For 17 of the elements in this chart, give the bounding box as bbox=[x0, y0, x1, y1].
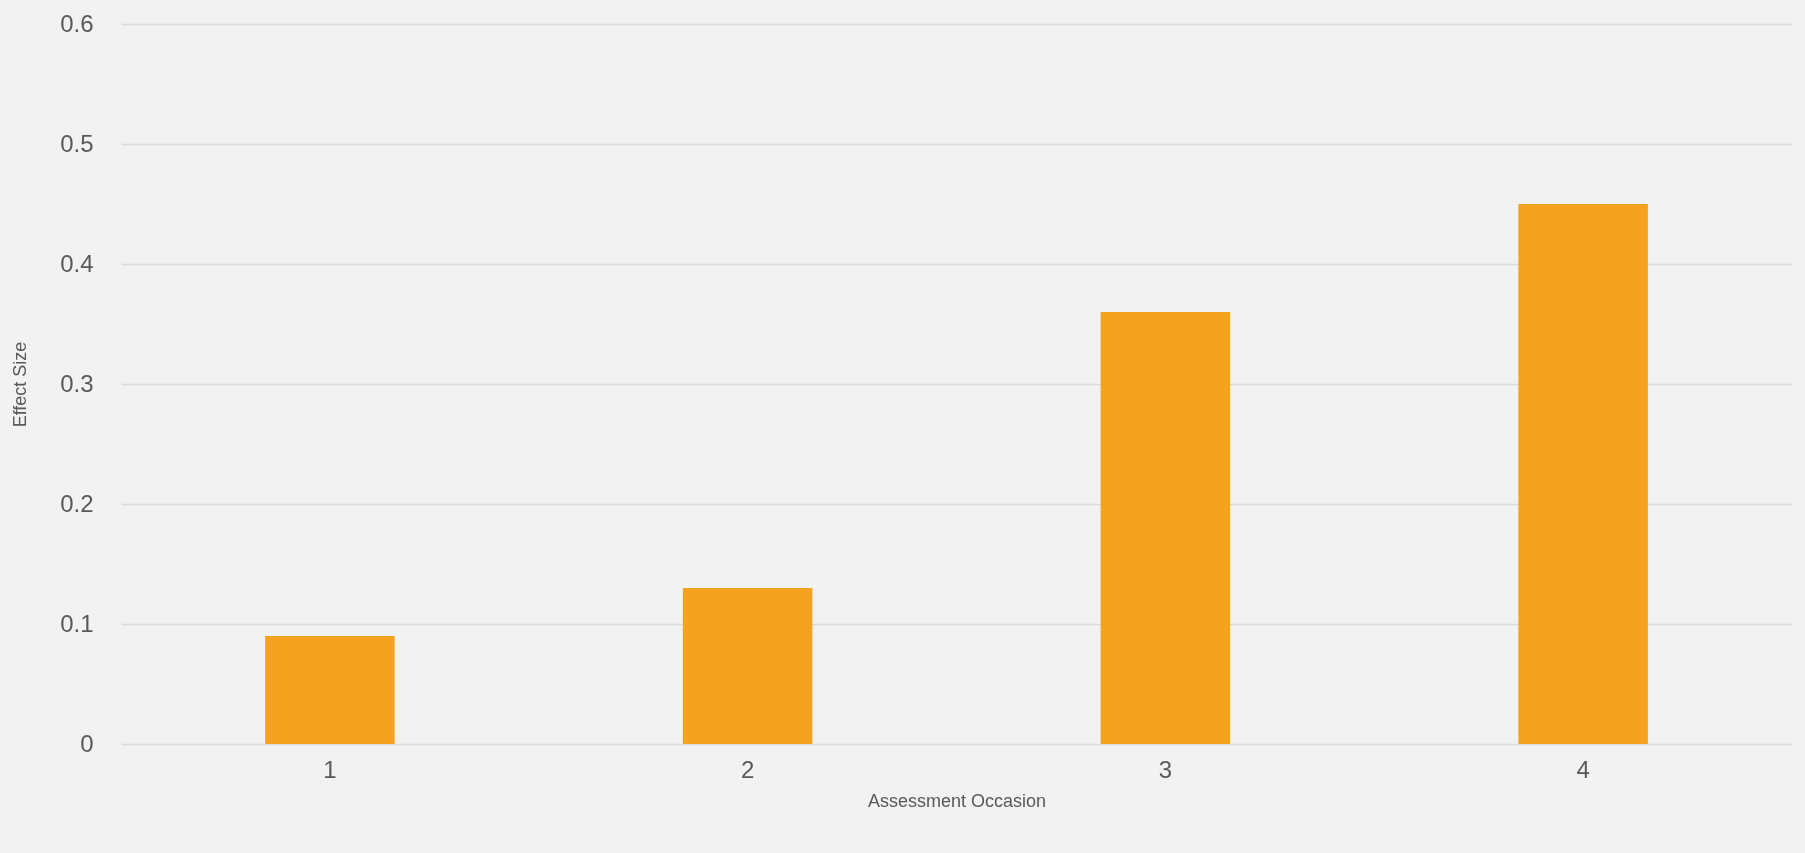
bar bbox=[265, 636, 395, 744]
x-tick-label: 4 bbox=[1576, 755, 1590, 783]
x-tick-label: 1 bbox=[323, 755, 337, 783]
bar bbox=[1518, 204, 1648, 744]
y-axis-title: Effect Size bbox=[10, 341, 31, 428]
y-tick-label: 0 bbox=[80, 729, 94, 757]
bar bbox=[682, 588, 813, 744]
y-tick-label: 0.2 bbox=[60, 489, 94, 517]
y-tick-label: 0.1 bbox=[60, 609, 94, 637]
x-tick-label: 2 bbox=[740, 755, 755, 783]
x-axis-title: Assessment Occasion bbox=[867, 790, 1047, 811]
x-tick-label: 3 bbox=[1158, 755, 1173, 783]
y-tick-label: 0.3 bbox=[60, 369, 94, 397]
y-tick-label: 0.4 bbox=[60, 249, 94, 277]
y-tick-label: 0.6 bbox=[60, 9, 94, 37]
y-tick-label: 0.5 bbox=[60, 129, 94, 157]
bar bbox=[1100, 312, 1231, 744]
